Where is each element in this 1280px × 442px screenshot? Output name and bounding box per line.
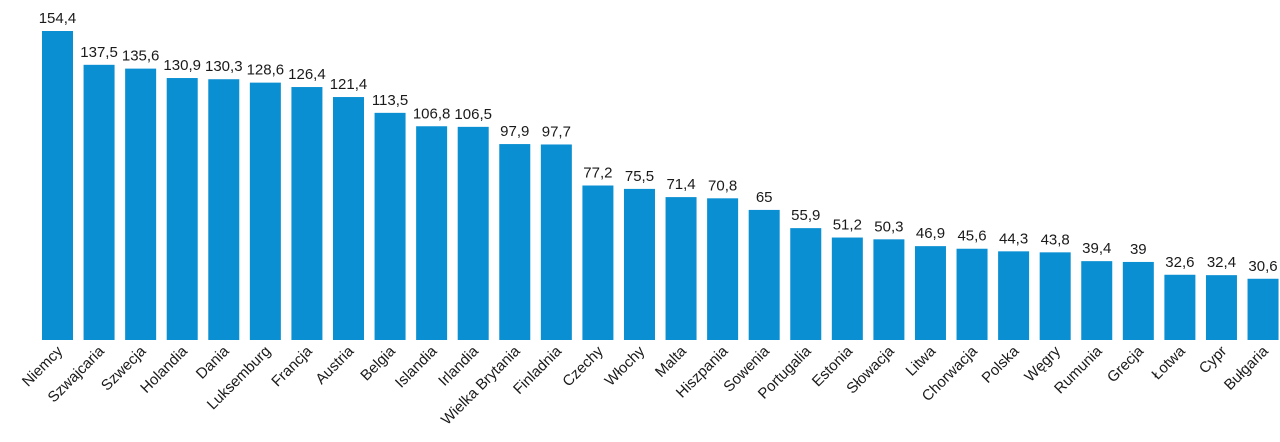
value-label: 113,5 [372,92,408,109]
bar [665,197,697,340]
value-label: 121,4 [330,76,368,93]
value-label: 51,2 [833,217,862,234]
bar [582,185,614,340]
value-label: 71,4 [666,176,695,193]
bar [42,31,73,340]
bar [416,126,448,340]
value-label: 46,9 [916,225,945,242]
value-label: 45,6 [957,228,986,245]
category-label: Austria [312,342,357,387]
category-label: Czechy [559,342,607,390]
category-label: Dania [193,342,233,382]
value-label: 137,5 [80,44,118,61]
value-label: 128,6 [247,62,285,79]
value-label: 32,6 [1165,254,1194,271]
value-label: 65 [756,189,773,206]
bar [1039,252,1071,340]
bar [748,209,780,340]
value-label: 75,5 [625,168,654,185]
category-label: Francja [268,342,316,390]
value-label: 70,8 [708,177,737,194]
value-label: 43,8 [1041,231,1070,248]
value-label: 50,3 [874,218,903,235]
bar [998,251,1030,340]
value-label: 154,4 [39,10,77,27]
bar [707,198,739,340]
value-label: 44,3 [999,230,1028,247]
category-label: Malta [652,342,690,380]
category-label: Cypr [1196,343,1230,377]
bar [1122,261,1154,340]
bar [249,82,281,340]
value-label: 97,7 [542,123,571,140]
bar [208,79,240,340]
bar [873,239,905,340]
category-label: Polska [979,342,1023,386]
category-label: Łotwa [1148,342,1189,383]
bars-group [42,31,1279,341]
bar [1247,278,1279,340]
bar [1205,275,1237,340]
bar [166,78,198,340]
category-label: Włochy [602,342,649,389]
bar [790,228,822,340]
value-label: 130,9 [163,57,201,74]
value-label: 135,6 [122,48,160,65]
bar [914,246,946,340]
bar [623,188,655,340]
value-label: 126,4 [288,66,326,83]
value-label: 32,4 [1207,254,1236,271]
value-label: 106,5 [454,106,492,123]
category-label: Holandia [137,342,191,396]
value-label: 77,2 [583,165,612,182]
category-label: Grecja [1104,342,1148,386]
bar [956,248,988,340]
value-label: 130,3 [205,58,243,75]
bar [1081,261,1113,340]
value-label: 30,6 [1248,258,1277,275]
bar [1164,274,1196,340]
bar [831,237,863,340]
category-label: Bułgaria [1221,342,1272,393]
bar [499,144,531,340]
value-label: 106,8 [413,105,451,122]
value-label: 39 [1130,241,1147,258]
bar [125,68,157,341]
category-label: Islandia [392,342,441,391]
bar [457,126,489,340]
value-label: 39,4 [1082,240,1111,257]
bar [332,97,364,340]
bar [83,64,115,340]
category-label: Litwa [903,342,940,379]
bar [374,112,406,340]
value-label: 55,9 [791,207,820,224]
value-label: 97,9 [500,123,529,140]
bar [291,87,323,340]
bar [540,144,572,340]
